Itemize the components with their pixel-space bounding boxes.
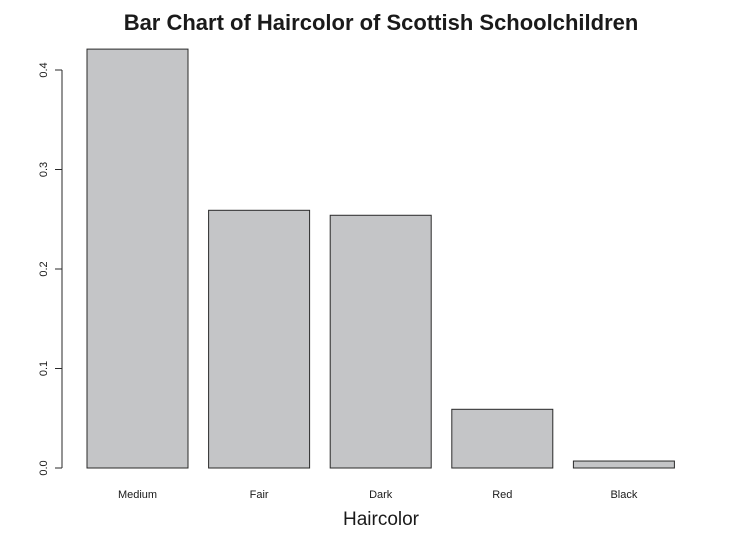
category-label-fair: Fair	[250, 489, 269, 501]
y-tick-label: 0.4	[38, 62, 50, 77]
y-tick-label: 0.1	[38, 361, 50, 376]
x-axis-label: Haircolor	[343, 509, 420, 530]
category-label-medium: Medium	[118, 489, 157, 501]
bar-medium	[86, 48, 189, 469]
y-tick-label: 0.3	[38, 162, 50, 177]
y-tick-label: 0.0	[38, 460, 50, 475]
category-label-black: Black	[610, 489, 637, 501]
chart-title: Bar Chart of Haircolor of Scottish Schoo…	[124, 10, 639, 35]
category-label-dark: Dark	[369, 489, 393, 501]
bars-group	[86, 48, 675, 469]
category-label-red: Red	[492, 489, 512, 501]
category-labels: Medium Fair Dark Red Black	[118, 489, 638, 501]
bar-black	[572, 460, 675, 469]
bar-red	[451, 408, 554, 469]
bar-fair	[208, 209, 311, 469]
y-axis: 0.0 0.1 0.2 0.3 0.4	[38, 62, 63, 476]
bar-dark	[329, 214, 432, 469]
y-tick-label: 0.2	[38, 261, 50, 276]
